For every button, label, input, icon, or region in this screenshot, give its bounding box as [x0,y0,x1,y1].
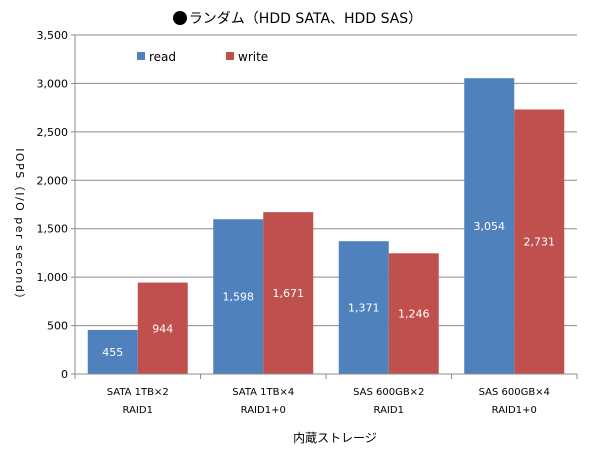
bar-read [87,329,138,374]
y-tick-label: 2,500 [37,126,69,139]
data-label: 1,598 [223,291,255,304]
y-axis-title-text: IOPS（I/O per second） [13,148,26,306]
x-tick-label: RAID1 [123,405,153,416]
bar-write [514,109,565,374]
x-tick-label: SATA 1TB×4 [232,387,294,398]
bar-read [464,78,515,374]
legend-label-read: read [149,50,176,64]
x-tick-label: SAS 600GB×2 [353,387,424,398]
data-label: 3,054 [474,220,506,233]
y-tick-label: 2,000 [37,174,69,187]
x-axis-title: 内蔵ストレージ [293,431,377,445]
y-tick-label: 500 [47,320,68,333]
bar-write [263,212,314,374]
data-label: 1,246 [398,308,430,321]
x-tick-label: SAS 600GB×4 [479,387,550,398]
data-label: 2,731 [524,236,556,249]
bar-write [388,253,439,374]
y-tick-label: 0 [61,368,68,381]
y-tick-label: 3,500 [37,29,69,42]
chart-title: ランダム（HDD SATA、HDD SAS） [0,8,595,28]
bar-write [137,282,188,374]
bar-read [213,219,264,374]
black-circle-icon [172,11,187,25]
x-tick-label: RAID1+0 [241,405,286,416]
legend-swatch-read [137,52,145,60]
chart-title-text: ランダム（HDD SATA、HDD SAS） [188,11,423,27]
bar-read [338,241,389,374]
data-label: 944 [152,322,173,335]
data-label: 1,371 [348,302,380,315]
x-tick-label: RAID1 [374,405,404,416]
legend-label-write: write [238,50,268,64]
data-label: 1,671 [273,287,305,300]
data-label: 455 [102,346,123,359]
y-tick-label: 3,000 [37,77,69,90]
legend-swatch-write [226,52,234,60]
y-tick-label: 1,500 [37,223,69,236]
x-tick-label: RAID1+0 [492,405,537,416]
y-tick-label: 1,000 [37,271,69,284]
x-tick-label: SATA 1TB×2 [107,387,169,398]
